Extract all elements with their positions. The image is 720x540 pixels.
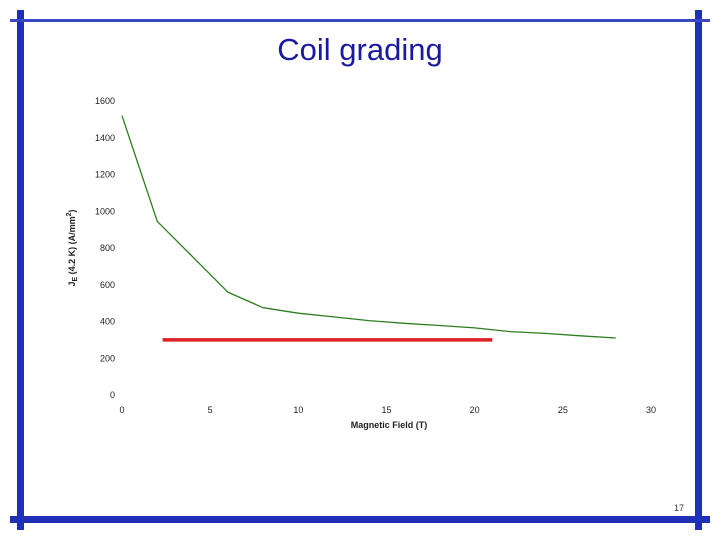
y-tick-label: 800	[100, 243, 115, 253]
x-tick-label: 0	[119, 405, 124, 415]
y-tick-label: 400	[100, 317, 115, 327]
series-line	[121, 115, 616, 339]
frame-bottom-bar	[10, 516, 710, 523]
x-axis-title: Magnetic Field (T)	[351, 420, 428, 430]
y-axis-title-main: J	[67, 282, 77, 287]
y-tick-label: 1200	[95, 170, 115, 180]
frame-top-bar	[10, 19, 710, 22]
y-axis-title-sub: E	[72, 277, 79, 282]
y-tick-label: 600	[100, 280, 115, 290]
x-tick-label: 10	[293, 405, 303, 415]
chart-series	[121, 115, 616, 342]
page-number: 17	[674, 503, 685, 513]
x-tick-label: 15	[381, 405, 391, 415]
x-tick-label: 20	[470, 405, 480, 415]
y-tick-label: 0	[110, 390, 115, 400]
y-tick-label: 1400	[95, 133, 115, 143]
y-axis-title-end: )	[67, 209, 77, 212]
y-tick-label: 1000	[95, 206, 115, 216]
frame-left-bar	[17, 10, 24, 530]
y-axis-title: JE (4.2 K) (A/mm2)	[66, 209, 79, 286]
slide-title: Coil grading	[277, 32, 443, 67]
y-tick-label: 1600	[95, 96, 115, 106]
x-tick-label: 25	[558, 405, 568, 415]
y-axis-title-sup: 2	[66, 212, 73, 216]
x-tick-label: 5	[208, 405, 213, 415]
chart-axes: 0 200 400 600 800 1000 1200 1400 1600 0 5 10 15 20 25 3…	[95, 96, 656, 415]
frame-right-bar	[695, 10, 702, 530]
y-tick-label: 200	[100, 353, 115, 363]
x-tick-label: 30	[646, 405, 656, 415]
y-axis-title-rest: (4.2 K) (A/mm	[67, 216, 77, 277]
